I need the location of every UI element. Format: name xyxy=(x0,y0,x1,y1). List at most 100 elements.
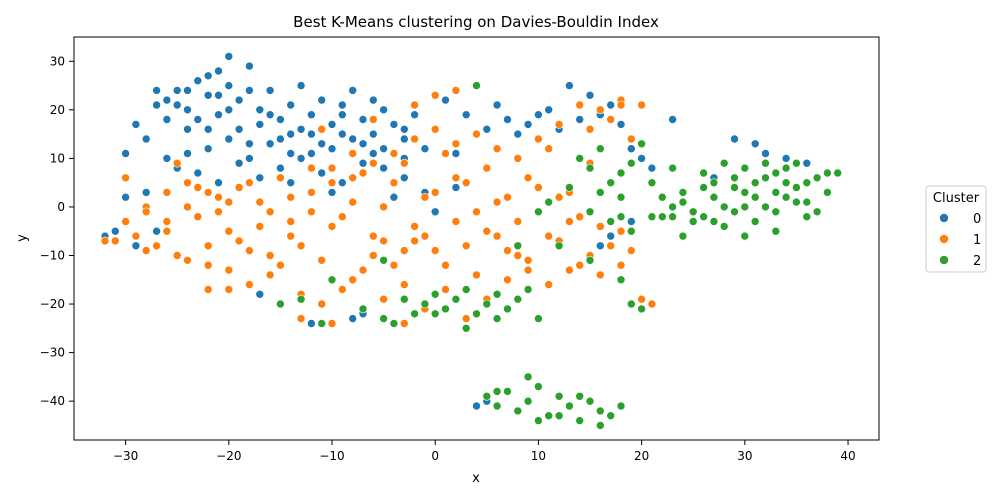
data-point-cluster-0 xyxy=(358,139,368,149)
data-point-cluster-2 xyxy=(441,304,450,314)
data-point-cluster-1 xyxy=(307,207,316,217)
data-point-cluster-1 xyxy=(317,299,327,309)
x-axis-label: x xyxy=(472,471,480,486)
data-point-cluster-1 xyxy=(637,100,646,110)
data-point-cluster-0 xyxy=(224,52,234,61)
x-tick-label: 30 xyxy=(737,449,752,463)
data-point-cluster-2 xyxy=(544,197,554,207)
data-point-cluster-2 xyxy=(503,387,512,396)
legend-marker-cluster-2 xyxy=(939,255,949,265)
data-point-cluster-0 xyxy=(193,76,203,85)
data-point-cluster-0 xyxy=(131,120,141,129)
data-point-cluster-2 xyxy=(699,168,708,178)
data-point-cluster-1 xyxy=(224,197,234,207)
data-point-cluster-0 xyxy=(410,110,419,119)
y-tick-label: 10 xyxy=(50,151,65,165)
data-point-cluster-1 xyxy=(575,212,585,221)
data-point-cluster-2 xyxy=(399,294,409,304)
data-point-cluster-0 xyxy=(513,129,523,139)
data-point-cluster-2 xyxy=(740,231,750,241)
data-point-cluster-2 xyxy=(709,217,719,226)
x-tick-label: 0 xyxy=(431,449,439,463)
data-point-cluster-2 xyxy=(771,207,781,217)
data-point-cluster-2 xyxy=(503,304,512,314)
data-point-cluster-2 xyxy=(802,212,812,221)
data-point-cluster-1 xyxy=(513,251,523,260)
data-point-cluster-1 xyxy=(637,294,646,304)
data-point-cluster-1 xyxy=(162,226,172,236)
data-point-cluster-0 xyxy=(730,134,739,144)
data-point-cluster-1 xyxy=(379,236,388,246)
x-tick-label: 40 xyxy=(840,449,855,463)
data-point-cluster-0 xyxy=(234,95,244,105)
data-point-cluster-2 xyxy=(637,139,646,149)
data-point-cluster-0 xyxy=(389,192,399,202)
data-point-cluster-0 xyxy=(245,86,254,95)
data-point-cluster-1 xyxy=(595,270,605,280)
data-point-cluster-1 xyxy=(337,212,347,221)
data-point-cluster-2 xyxy=(575,391,585,401)
data-point-cluster-0 xyxy=(482,125,492,134)
y-tick-label: −10 xyxy=(40,248,65,262)
data-point-cluster-0 xyxy=(430,207,440,217)
data-point-cluster-1 xyxy=(234,236,244,246)
data-point-cluster-0 xyxy=(255,120,265,129)
data-point-cluster-0 xyxy=(565,81,574,90)
data-point-cluster-1 xyxy=(183,202,192,212)
data-point-cluster-0 xyxy=(379,144,388,153)
data-point-cluster-0 xyxy=(606,231,616,241)
legend-title: Cluster xyxy=(933,191,980,206)
data-point-cluster-1 xyxy=(121,217,130,226)
data-point-cluster-1 xyxy=(399,319,409,328)
data-point-cluster-1 xyxy=(348,149,358,158)
data-point-cluster-0 xyxy=(245,61,254,71)
data-point-cluster-1 xyxy=(575,260,585,270)
data-point-cluster-0 xyxy=(183,125,192,134)
data-point-cluster-2 xyxy=(668,202,677,212)
data-point-cluster-1 xyxy=(255,222,265,231)
x-tick-label: −10 xyxy=(319,449,344,463)
data-point-cluster-2 xyxy=(482,391,492,401)
data-point-cluster-0 xyxy=(193,168,203,178)
data-point-cluster-2 xyxy=(719,158,729,168)
data-point-cluster-1 xyxy=(172,251,182,260)
data-point-cluster-1 xyxy=(554,120,564,129)
data-point-cluster-1 xyxy=(276,173,285,183)
data-point-cluster-1 xyxy=(317,125,327,134)
data-point-cluster-2 xyxy=(709,178,719,187)
data-point-cluster-0 xyxy=(265,110,275,119)
data-point-cluster-2 xyxy=(750,178,760,187)
data-point-cluster-0 xyxy=(348,314,358,323)
data-point-cluster-2 xyxy=(657,212,667,221)
data-point-cluster-0 xyxy=(750,139,760,149)
data-point-cluster-2 xyxy=(688,217,698,226)
data-point-cluster-2 xyxy=(678,197,688,207)
data-point-cluster-2 xyxy=(461,323,471,333)
data-point-cluster-0 xyxy=(472,401,481,411)
y-tick-label: 20 xyxy=(50,103,65,117)
data-point-cluster-1 xyxy=(203,285,213,294)
data-point-cluster-2 xyxy=(513,406,523,416)
data-point-cluster-0 xyxy=(337,110,347,119)
data-point-cluster-1 xyxy=(554,192,564,202)
data-point-cluster-0 xyxy=(379,163,388,173)
data-point-cluster-1 xyxy=(492,231,502,241)
data-point-cluster-2 xyxy=(626,299,636,309)
data-point-cluster-0 xyxy=(626,217,636,226)
data-point-cluster-1 xyxy=(461,241,471,251)
data-point-cluster-2 xyxy=(482,299,492,309)
legend-box xyxy=(925,185,987,273)
data-point-cluster-0 xyxy=(368,149,378,158)
data-point-cluster-1 xyxy=(451,139,461,149)
data-point-cluster-1 xyxy=(430,188,440,197)
data-point-cluster-2 xyxy=(668,212,677,221)
data-point-cluster-1 xyxy=(503,192,512,202)
data-point-cluster-1 xyxy=(430,91,440,100)
data-point-cluster-2 xyxy=(461,285,471,294)
data-point-cluster-2 xyxy=(626,226,636,236)
data-point-cluster-1 xyxy=(389,178,399,187)
data-point-cluster-0 xyxy=(327,120,337,129)
data-point-cluster-2 xyxy=(534,314,543,323)
data-point-cluster-0 xyxy=(141,188,151,197)
data-point-cluster-1 xyxy=(472,129,481,139)
